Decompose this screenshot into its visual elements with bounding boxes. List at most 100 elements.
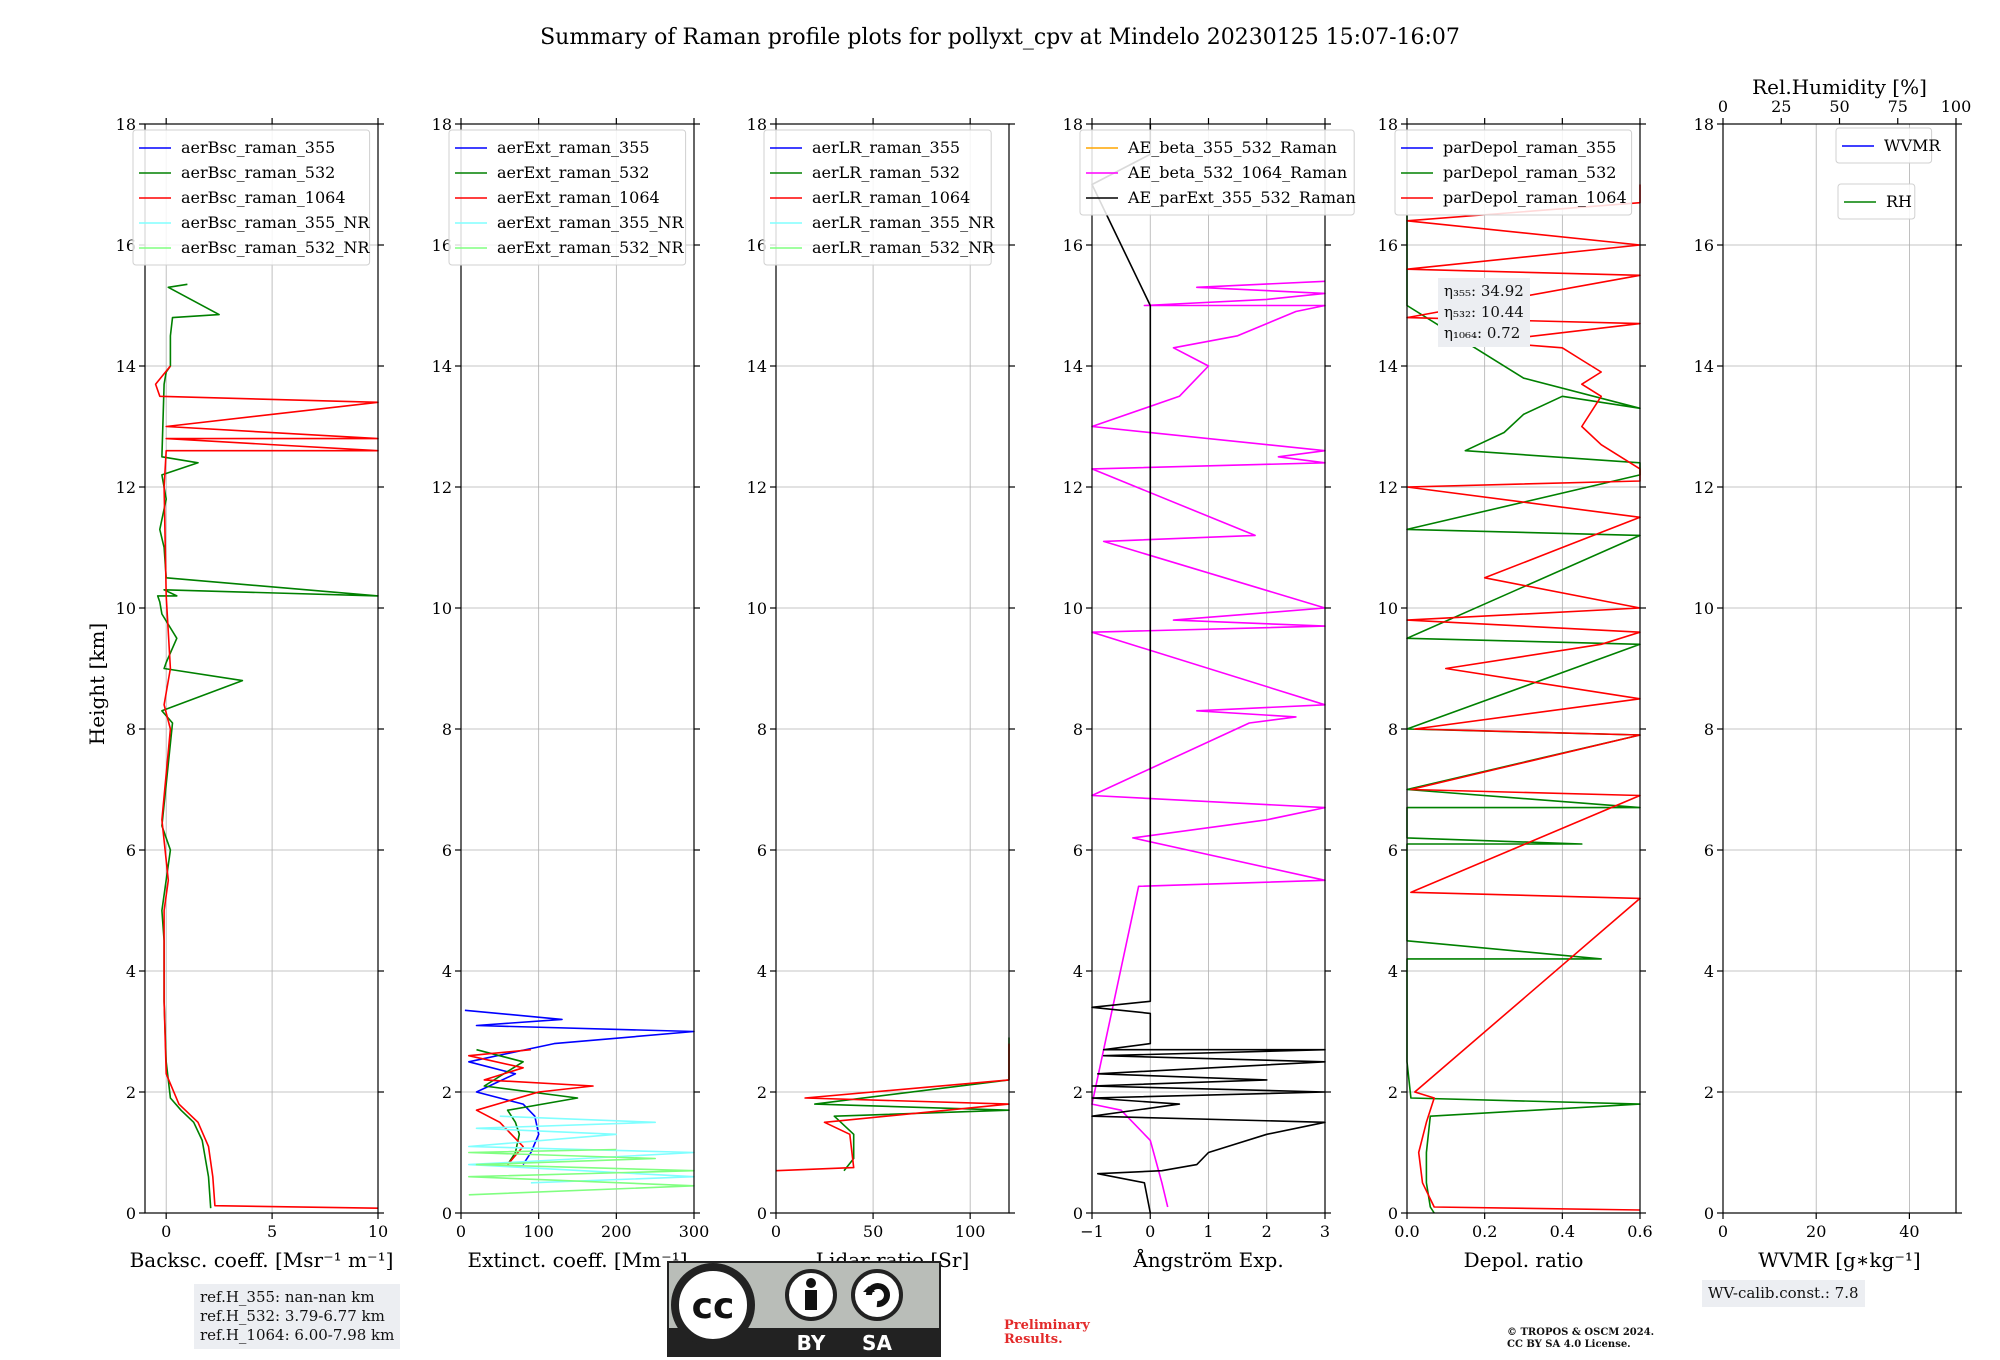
y-tick-label: 6 (1388, 841, 1398, 860)
x2-tick-label: 75 (1888, 97, 1908, 116)
x-axis-label: Backsc. coeff. [Msr⁻¹ m⁻¹] (130, 1248, 394, 1272)
legend-label: RH (1886, 192, 1912, 211)
prelim-line-2: Results. (1004, 1332, 1063, 1347)
legend-label: aerBsc_raman_532 (181, 163, 335, 182)
series-line-aerBsc_raman_532 (156, 283, 379, 1209)
y-tick-label: 18 (1694, 115, 1714, 134)
y-tick-label: 8 (757, 720, 767, 739)
legend-label: parDepol_raman_532 (1443, 163, 1616, 182)
y-tick-label: 10 (432, 599, 452, 618)
axes-frame (144, 123, 379, 1214)
y-tick-label: 2 (126, 1083, 136, 1102)
series-line-aerExt_raman_355 (464, 1009, 695, 1166)
y-tick-label: 8 (1388, 720, 1398, 739)
panel-depol: 0 2 4 6 8 10 12 14 16 18 0.0 0.2 0.4 0.6 Depol. ratio p… (1378, 115, 1653, 1272)
axes-frame (1722, 123, 1957, 1214)
legend-label: parDepol_raman_1064 (1443, 188, 1627, 207)
y-tick-label: 16 (1378, 236, 1398, 255)
y-axis-label: Height [km] (85, 623, 109, 745)
y-tick-label: 18 (432, 115, 452, 134)
x-tick-label: 100 (523, 1222, 554, 1241)
y-tick-label: 6 (1073, 841, 1083, 860)
x2-tick-label: 0 (1718, 97, 1728, 116)
series-line-aerBsc_raman_1064 (154, 365, 379, 1209)
x-tick-label: 10 (368, 1222, 388, 1241)
y-tick-label: 14 (116, 357, 136, 376)
x-axis-label: Ångström Exp. (1132, 1247, 1283, 1272)
copyright-line-1: © TROPOS & OSCM 2024. (1507, 1327, 1655, 1338)
y-tick-label: 0 (1073, 1204, 1083, 1223)
x-axis-label: WVMR [g∗kg⁻¹] (1758, 1248, 1920, 1272)
y-tick-label: 16 (432, 236, 452, 255)
x-axis-label: Extinct. coeff. [Mm⁻¹] (467, 1248, 687, 1272)
x-tick-label: 0 (161, 1222, 171, 1241)
eta-355: η₃₅₅: 34.92 (1444, 282, 1524, 300)
y-tick-label: 12 (1378, 478, 1398, 497)
legend-bsc: aerBsc_raman_355 aerBsc_raman_532 aerBsc_r… (132, 129, 371, 266)
ref-height-532: ref.H_532: 3.79-6.77 km (200, 1307, 385, 1325)
x-tick-label: 40 (1899, 1222, 1919, 1241)
legend-lr: aerLR_raman_355 aerLR_raman_532 aerLR_rama… (763, 129, 995, 266)
y-tick-label: 4 (1388, 962, 1398, 981)
legend-box (448, 129, 687, 266)
wv-calibration-box: WV-calib.const.: 7.8 (1702, 1280, 1865, 1307)
copyright-note: © TROPOS & OSCM 2024. CC BY SA 4.0 Licen… (1507, 1327, 1767, 1351)
y-tick-label: 0 (126, 1204, 136, 1223)
legend-box (1837, 183, 1916, 220)
axes-frame (1406, 123, 1641, 1214)
y-tick-label: 10 (1378, 599, 1398, 618)
x-tick-label: 300 (679, 1222, 710, 1241)
legend-label: aerExt_raman_1064 (497, 188, 660, 207)
y-tick-label: 6 (126, 841, 136, 860)
x-tick-label: 100 (955, 1222, 986, 1241)
y-tick-label: 14 (1063, 357, 1083, 376)
x-tick-label: 3 (1320, 1222, 1330, 1241)
ref-height-1064: ref.H_1064: 6.00-7.98 km (200, 1326, 395, 1344)
legend-label: AE_parExt_355_532_Raman (1127, 188, 1356, 207)
y-tick-label: 12 (1694, 478, 1714, 497)
y-tick-label: 14 (1694, 357, 1714, 376)
x-tick-label: 0 (456, 1222, 466, 1241)
by-label: BY (797, 1331, 826, 1355)
legend-label: aerExt_raman_355 (497, 138, 650, 157)
legend-label: aerBsc_raman_355_NR (181, 213, 370, 232)
legend-label: aerLR_raman_355_NR (812, 213, 995, 232)
x-tick-label: 0.2 (1472, 1222, 1497, 1241)
x2-axis-label: Rel.Humidity [%] (1752, 75, 1927, 99)
y-tick-label: 4 (442, 962, 452, 981)
x-axis-label: Depol. ratio (1464, 1248, 1584, 1272)
x2-tick-label: 25 (1771, 97, 1791, 116)
y-tick-label: 18 (116, 115, 136, 134)
y-tick-label: 18 (1378, 115, 1398, 134)
y-tick-label: 4 (757, 962, 767, 981)
legend-label: aerBsc_raman_1064 (181, 188, 346, 207)
y-tick-label: 2 (1073, 1083, 1083, 1102)
eta-box: η₃₅₅: 34.92 η₅₃₂: 10.44 η₁₀₆₄: 0.72 (1438, 278, 1530, 347)
x-tick-label: 50 (863, 1222, 883, 1241)
legend-label: aerLR_raman_355 (812, 138, 960, 157)
y-tick-label: 14 (747, 357, 767, 376)
x-tick-label: 0.6 (1627, 1222, 1652, 1241)
x-tick-label: 0 (771, 1222, 781, 1241)
y-tick-label: 2 (1388, 1083, 1398, 1102)
x-tick-label: 0 (1718, 1222, 1728, 1241)
y-tick-label: 0 (1388, 1204, 1398, 1223)
legend-label: AE_beta_355_532_Raman (1127, 138, 1337, 157)
ref-height-355: ref.H_355: nan-nan km (200, 1288, 375, 1306)
y-tick-label: 4 (1704, 962, 1714, 981)
series-line-aerLR_raman_532 (813, 1037, 1010, 1172)
y-tick-label: 8 (126, 720, 136, 739)
y-tick-label: 2 (757, 1083, 767, 1102)
sa-share-icon (851, 1269, 903, 1321)
x-tick-label: −1 (1080, 1222, 1104, 1241)
eta-1064: η₁₀₆₄: 0.72 (1444, 324, 1521, 342)
y-tick-label: 16 (1694, 236, 1714, 255)
axes-frame (775, 123, 1010, 1214)
y-tick-label: 14 (1378, 357, 1398, 376)
legend-box (132, 129, 371, 266)
legend-label: AE_beta_532_1064_Raman (1127, 163, 1347, 182)
legend-label: parDepol_raman_355 (1443, 138, 1616, 157)
